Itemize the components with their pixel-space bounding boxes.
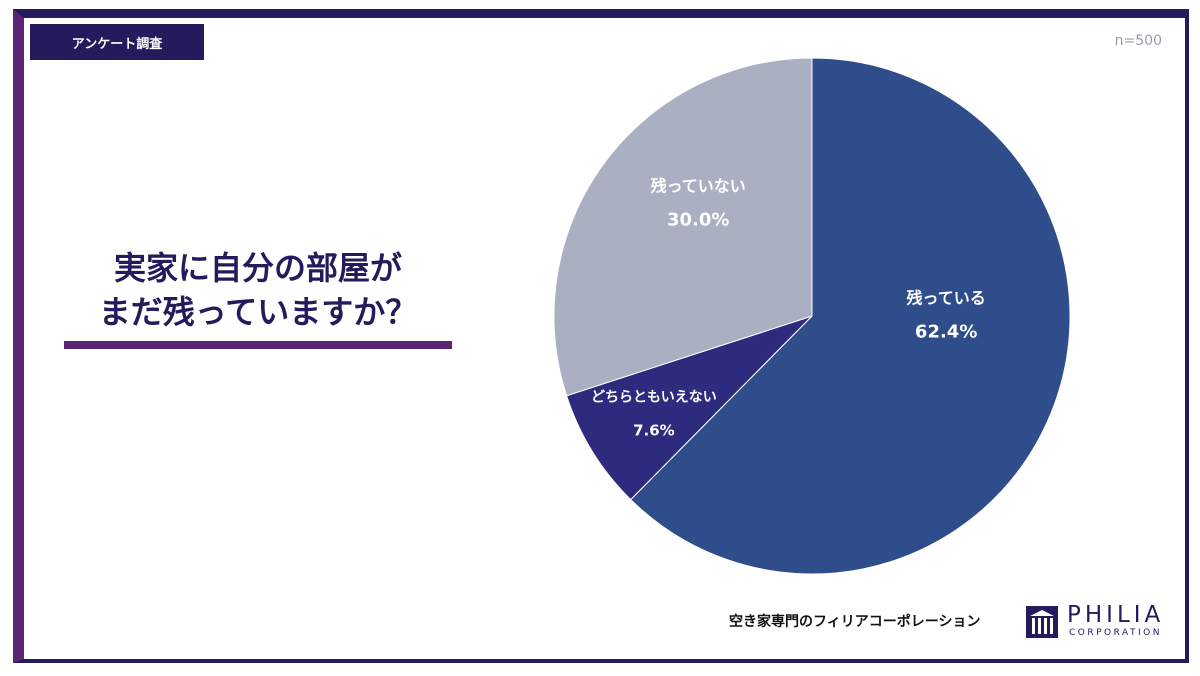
slice-value-label: 7.6% <box>633 422 675 440</box>
question-line-2: まだ残っていますか？ <box>98 293 418 331</box>
logo-wordmark: PHILIA <box>1067 602 1165 628</box>
pie-slice <box>553 57 813 397</box>
slice-label: どちらともいえない <box>591 390 717 406</box>
question-underline <box>64 341 452 349</box>
question-line-1: 実家に自分の部屋が <box>113 249 402 287</box>
company-tagline: 空き家専門のフィリアコーポレーション <box>729 614 981 630</box>
slice-label: 残っている <box>907 289 986 308</box>
survey-tag-label: アンケート調査 <box>71 36 163 52</box>
pie-slice <box>630 57 1071 575</box>
logo-subtitle: CORPORATION <box>1069 628 1162 638</box>
slice-value-label: 62.4% <box>915 322 977 343</box>
slice-value-label: 30.0% <box>667 210 729 231</box>
question-block: 実家に自分の部屋が まだ残っていますか？ <box>64 246 452 349</box>
philia-logo-icon <box>1026 606 1058 638</box>
pie-slice <box>565 315 813 501</box>
pie-chart: 残っている 62.4% どちらともいえない 7.6% 残っていない 30.0% <box>553 57 1071 575</box>
sample-size: n=500 <box>1114 33 1162 49</box>
slice-label: 残っていない <box>651 177 746 196</box>
survey-tag: アンケート調査 <box>30 24 204 60</box>
